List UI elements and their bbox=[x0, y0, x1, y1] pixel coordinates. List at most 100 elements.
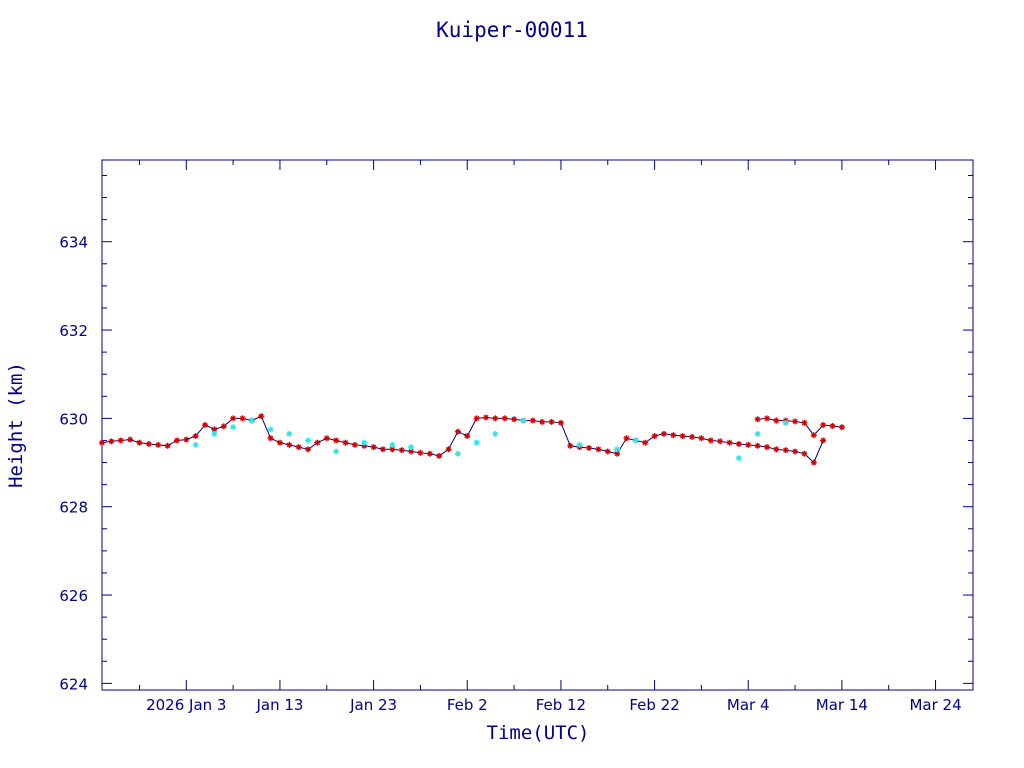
data-point bbox=[614, 450, 621, 457]
series-lines bbox=[101, 415, 842, 464]
axis-tick-labels: 2026 Jan 3 Jan 13 Jan 23 Feb 2 Feb 12 Feb 22 M… bbox=[59, 234, 961, 714]
data-point bbox=[595, 446, 602, 453]
data-point bbox=[754, 430, 761, 437]
data-point bbox=[698, 435, 705, 442]
x-tick-label: 2026 Jan 3 bbox=[146, 696, 226, 714]
data-point bbox=[295, 444, 302, 451]
data-point bbox=[473, 439, 480, 446]
data-point bbox=[183, 436, 190, 443]
data-point bbox=[108, 438, 115, 445]
data-point bbox=[763, 444, 770, 451]
data-point bbox=[192, 441, 199, 448]
data-point bbox=[99, 439, 105, 446]
data-point bbox=[660, 430, 667, 437]
data-point bbox=[230, 415, 237, 422]
data-point bbox=[838, 424, 845, 431]
data-point bbox=[464, 433, 471, 440]
data-point bbox=[520, 417, 527, 424]
x-tick-label: Feb 12 bbox=[536, 696, 586, 714]
data-point bbox=[614, 446, 621, 453]
data-point bbox=[717, 438, 724, 445]
data-point bbox=[192, 433, 199, 440]
data-point bbox=[792, 448, 799, 455]
data-point bbox=[604, 448, 611, 455]
y-tick-label: 632 bbox=[59, 322, 88, 340]
data-point bbox=[557, 419, 564, 426]
data-point bbox=[436, 452, 443, 459]
data-point bbox=[333, 437, 340, 444]
data-point bbox=[726, 439, 733, 446]
data-point bbox=[586, 444, 593, 451]
data-point bbox=[642, 439, 649, 446]
data-point bbox=[333, 448, 340, 455]
data-point bbox=[417, 449, 424, 456]
y-tick-label: 626 bbox=[59, 587, 88, 605]
chart-title: Kuiper-00011 bbox=[436, 18, 588, 42]
series-line-1 bbox=[757, 417, 842, 436]
data-point bbox=[735, 455, 742, 462]
data-point bbox=[820, 422, 827, 428]
data-point bbox=[342, 439, 349, 446]
data-point bbox=[127, 436, 134, 443]
data-point bbox=[323, 435, 330, 442]
data-point bbox=[276, 439, 283, 446]
data-point bbox=[361, 439, 368, 446]
data-point bbox=[501, 415, 508, 422]
data-point bbox=[482, 414, 489, 421]
data-point bbox=[164, 442, 171, 449]
y-tick-label: 630 bbox=[59, 410, 88, 428]
data-point bbox=[305, 446, 312, 453]
data-point bbox=[754, 416, 761, 423]
data-point bbox=[173, 437, 180, 444]
data-point bbox=[398, 447, 405, 454]
data-point bbox=[763, 415, 770, 422]
data-point bbox=[548, 418, 555, 425]
data-point bbox=[707, 437, 714, 444]
data-point bbox=[773, 446, 780, 453]
y-tick-label: 634 bbox=[59, 234, 88, 252]
data-point bbox=[539, 418, 546, 425]
data-point bbox=[211, 430, 218, 437]
data-point bbox=[829, 422, 836, 429]
data-point bbox=[735, 440, 742, 447]
data-point bbox=[754, 442, 761, 449]
data-point bbox=[389, 441, 396, 448]
data-point bbox=[782, 419, 789, 426]
data-point bbox=[379, 446, 386, 453]
data-point bbox=[370, 444, 377, 451]
data-point bbox=[445, 446, 452, 453]
data-point bbox=[745, 441, 752, 448]
plot-frame bbox=[101, 159, 974, 691]
x-tick-label: Jan 13 bbox=[255, 696, 303, 714]
data-point bbox=[389, 446, 396, 453]
data-point bbox=[801, 450, 808, 457]
x-tick-label: Mar 24 bbox=[909, 696, 961, 714]
x-tick-label: Mar 14 bbox=[816, 696, 868, 714]
data-point bbox=[408, 444, 415, 451]
data-point bbox=[689, 433, 696, 440]
data-point bbox=[230, 424, 237, 431]
data-point bbox=[248, 417, 255, 424]
data-point bbox=[810, 432, 817, 439]
data-point bbox=[782, 447, 789, 454]
data-point bbox=[286, 430, 293, 437]
data-point bbox=[651, 433, 658, 440]
data-point bbox=[454, 428, 461, 435]
x-tick-label: Jan 23 bbox=[349, 696, 397, 714]
data-point bbox=[454, 450, 461, 457]
data-point bbox=[258, 413, 265, 420]
data-point bbox=[351, 441, 358, 448]
x-tick-label: Feb 2 bbox=[447, 696, 488, 714]
data-point bbox=[267, 435, 274, 442]
data-point bbox=[511, 416, 518, 423]
data-point bbox=[202, 422, 209, 428]
data-point bbox=[426, 450, 433, 457]
data-point bbox=[136, 439, 143, 446]
data-point bbox=[576, 441, 583, 448]
y-axis-label: Height (km) bbox=[5, 362, 27, 488]
data-point bbox=[623, 435, 630, 442]
data-point bbox=[632, 437, 639, 444]
data-point bbox=[286, 441, 293, 448]
data-point bbox=[211, 426, 218, 433]
